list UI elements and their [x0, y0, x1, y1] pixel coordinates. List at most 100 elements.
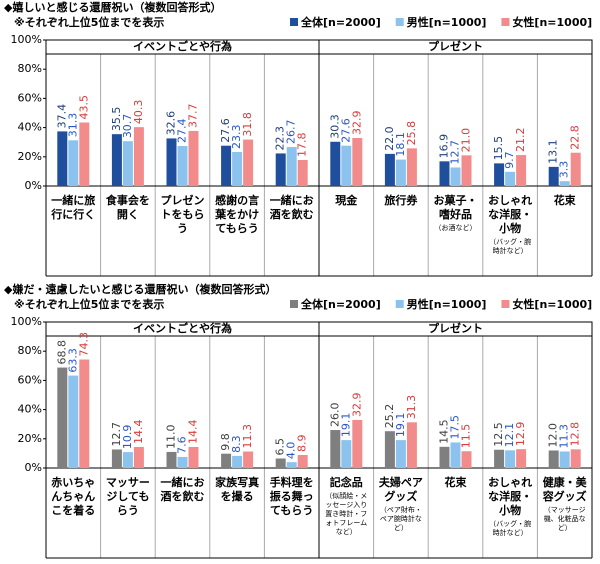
value-label: 12.8 [569, 422, 582, 447]
group-header: イベントごとや行為 [133, 321, 232, 335]
value-label: 12.5 [492, 422, 505, 446]
y-tick-label: 20% [18, 432, 42, 445]
y-tick-label: 80% [18, 344, 42, 357]
x-tick-label: 旅行券 [378, 194, 425, 208]
value-label: 18.1 [394, 132, 407, 157]
category-note: （ペア財布・ペア腕時計など） [379, 506, 422, 532]
y-tick-label: 0% [25, 461, 42, 474]
x-tick-label: 食事会を開く [105, 194, 152, 222]
y-tick-label: 80% [18, 62, 42, 75]
bar [232, 455, 243, 468]
x-tick-label: お菓子・嗜好品 （お酒など） [432, 194, 479, 233]
value-label: 27.4 [176, 118, 189, 143]
x-tick-label: 手料理を振る舞ってもらう [268, 476, 315, 518]
x-tick-label: 夫婦ペアグッズ （ペア財布・ペア腕時計など） [378, 476, 425, 533]
bar [133, 127, 144, 186]
group-header: プレゼント [428, 321, 483, 335]
value-label: 74.3 [77, 332, 90, 357]
value-label: 4.0 [285, 442, 298, 460]
bar [384, 431, 395, 468]
bar [494, 449, 505, 468]
value-label: 31.3 [66, 113, 79, 138]
y-tick-label: 100% [11, 315, 42, 328]
category-text: 家族写真を撮る [215, 476, 260, 503]
value-label: 25.2 [383, 404, 396, 429]
category-text: 手料理を振る舞ってもらう [269, 476, 314, 517]
value-label: 12.0 [547, 423, 560, 448]
value-label: 14.4 [132, 419, 145, 444]
y-tick-label: 0% [25, 179, 42, 192]
bar [188, 446, 199, 468]
category-text: お菓子・嗜好品 [433, 194, 478, 221]
value-label: 68.8 [55, 340, 68, 365]
value-label: 43.5 [77, 95, 90, 120]
x-tick-label: おしゃれな洋服・小物 （バッグ・腕時計など） [487, 194, 534, 256]
x-tick-label: 感謝の言葉をかけてもらう [214, 194, 261, 236]
value-label: 11.3 [558, 424, 571, 449]
value-label: 9.8 [219, 433, 232, 451]
bar [177, 456, 188, 468]
bar [57, 131, 68, 186]
value-label: 31.8 [241, 112, 254, 137]
value-label: 21.2 [514, 128, 527, 153]
value-label: 40.3 [132, 100, 145, 125]
bar [79, 359, 90, 468]
value-label: 30.3 [328, 114, 341, 139]
bar [57, 367, 68, 468]
group-header: イベントごとや行為 [133, 39, 232, 53]
bar [548, 166, 559, 186]
value-label: 6.5 [274, 438, 287, 456]
category-note: （似顔絵・メッセージ入り置き時計・フォトフレームなど） [325, 492, 368, 536]
legend-swatch [501, 300, 510, 308]
bar [570, 152, 581, 186]
value-label: 17.8 [296, 133, 309, 158]
y-tick-label: 100% [11, 33, 42, 46]
value-label: 35.5 [110, 107, 123, 131]
value-label: 8.3 [230, 435, 243, 453]
value-label: 27.6 [339, 118, 352, 143]
value-label: 14.4 [187, 419, 200, 444]
bar [395, 159, 406, 186]
value-label: 12.1 [503, 423, 516, 447]
bar [461, 155, 472, 186]
value-label: 3.3 [558, 161, 571, 179]
bar [395, 440, 406, 468]
category-note: （お酒など） [434, 224, 477, 232]
bar [275, 458, 286, 468]
legend-label: 全体[n=2000] [300, 297, 381, 311]
value-label: 11.3 [241, 424, 254, 449]
bar [439, 446, 450, 468]
bar [122, 141, 133, 186]
value-label: 37.4 [55, 104, 68, 129]
legend-label: 女性[n=1000] [512, 297, 592, 311]
value-label: 15.5 [492, 136, 505, 160]
category-text: マッサージしてもらう [105, 476, 150, 517]
bar [406, 148, 417, 186]
bar [166, 138, 177, 186]
value-label: 21.0 [460, 128, 473, 153]
category-text: 一緒に旅行に行く [51, 194, 96, 221]
bar [439, 161, 450, 186]
x-tick-label: 家族写真を撮る [214, 476, 261, 504]
value-label: 12.7 [110, 422, 123, 447]
value-label: 32.9 [350, 110, 363, 135]
bar [450, 167, 461, 186]
x-tick-label: プレゼントをもらう [159, 194, 206, 236]
legend-swatch [290, 300, 298, 308]
bar [505, 171, 516, 186]
category-text: 一緒にお酒を飲む [160, 476, 205, 503]
x-tick-label: 現金 [323, 194, 370, 208]
value-label: 63.3 [66, 348, 79, 373]
bar [79, 122, 90, 186]
bar [275, 153, 286, 186]
y-tick-label: 60% [18, 373, 42, 386]
category-text: 感謝の言葉をかけてもらう [215, 194, 260, 235]
x-tick-label: おしゃれな洋服・小物 （バッグ・腕時計など） [487, 476, 534, 538]
value-label: 7.6 [176, 436, 189, 454]
x-tick-label: マッサージしてもらう [105, 476, 152, 518]
value-label: 19.1 [394, 413, 407, 438]
bar [297, 455, 308, 468]
value-label: 26.7 [285, 120, 298, 145]
bar [221, 453, 232, 468]
bar [111, 134, 122, 186]
